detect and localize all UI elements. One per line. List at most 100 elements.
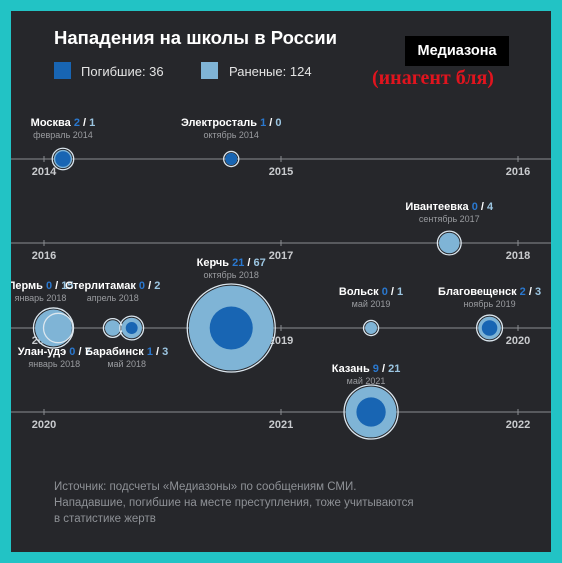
legend-injured-swatch	[201, 62, 218, 79]
event-bubble-ring	[119, 315, 145, 341]
event-label: Ивантеевка 0 / 4	[405, 201, 494, 213]
year-tick-label: 2019	[269, 335, 293, 347]
event-date: февраль 2014	[33, 130, 93, 140]
killed-bubble	[481, 320, 498, 336]
event-injured: 7	[85, 346, 91, 358]
year-tick-label: 2014	[32, 166, 57, 178]
legend-killed-swatch	[54, 62, 71, 79]
event-label: Вольск 0 / 1	[339, 286, 403, 298]
infographic-frame: Нападения на школы в России Медиазона (и…	[11, 11, 551, 552]
event-city: Пермь	[11, 280, 46, 292]
event-label: Электросталь 1 / 0	[181, 117, 282, 129]
legend-injured-label: Раненые: 124	[229, 64, 312, 79]
event-bubble-ring	[223, 150, 240, 168]
killed-bubble	[225, 153, 238, 165]
year-tick-label: 2016	[506, 166, 530, 178]
event-city: Улан-удэ	[18, 346, 70, 358]
event-separator: /	[153, 346, 162, 358]
year-tick-label: 2020	[506, 335, 530, 347]
event-date: апрель 2018	[87, 293, 139, 303]
event-bubble-ring	[42, 312, 74, 344]
event-city: Благовещенск	[438, 286, 520, 298]
event-label: Москва 2 / 1	[31, 117, 96, 129]
event-separator: /	[526, 286, 535, 298]
event-city: Казань	[332, 363, 373, 375]
event-injured: 0	[275, 117, 281, 129]
brand-logo: Медиазона	[405, 36, 509, 66]
year-tick-label: 2022	[506, 419, 530, 431]
timeline-chart: 2014201520162016201720182018201920202020…	[11, 117, 551, 440]
year-tick-label: 2015	[269, 166, 293, 178]
footnote-line: в статистике жертв	[54, 513, 156, 525]
year-tick-label: 2020	[32, 419, 56, 431]
footnote: Источник: подсчеты «Медиазоны» по сообще…	[54, 479, 414, 527]
event-injured: 4	[487, 201, 494, 213]
killed-bubble	[55, 151, 71, 167]
killed-bubble	[356, 397, 386, 427]
event-separator: /	[145, 280, 154, 292]
event-city: Вольск	[339, 286, 382, 298]
stamp-annotation: (инагент бля)	[372, 67, 494, 89]
event-date: май 2021	[347, 376, 386, 386]
event-separator: /	[478, 201, 487, 213]
event-separator: /	[266, 117, 275, 129]
event-bubble-ring	[362, 319, 380, 337]
event-bubble-ring	[186, 283, 276, 373]
event-bubble-ring	[51, 147, 75, 171]
injured-bubble	[104, 320, 121, 336]
event-killed: 0	[382, 286, 388, 298]
event-date: октябрь 2014	[204, 130, 259, 140]
event-date: ноябрь 2019	[463, 299, 515, 309]
event-killed: 0	[46, 280, 52, 292]
chart-title: Нападения на школы в России	[54, 27, 337, 48]
event-label: Керчь 21 / 67	[197, 257, 266, 269]
injured-bubble	[365, 322, 378, 334]
killed-bubble	[125, 322, 138, 334]
event-killed: 0	[472, 201, 478, 213]
legend-killed-label: Погибшие: 36	[81, 64, 164, 79]
event-injured: 15	[61, 280, 73, 292]
killed-bubble	[209, 306, 253, 350]
injured-bubble	[438, 232, 460, 254]
footnote-line: Источник: подсчеты «Медиазоны» по сообще…	[54, 481, 357, 493]
event-separator: /	[75, 346, 84, 358]
event-separator: /	[80, 117, 89, 129]
event-date: май 2018	[107, 359, 146, 369]
event-date: январь 2018	[15, 293, 67, 303]
event-label: Барабинск 1 / 3	[85, 346, 168, 358]
event-injured: 21	[388, 363, 400, 375]
event-injured: 67	[254, 257, 266, 269]
event-date: январь 2018	[28, 359, 80, 369]
event-separator: /	[244, 257, 253, 269]
event-label: Благовещенск 2 / 3	[438, 286, 541, 298]
event-date: сентябрь 2017	[419, 214, 480, 224]
event-separator: /	[388, 286, 397, 298]
year-tick-label: 2018	[506, 250, 530, 262]
event-label: Улан-удэ 0 / 7	[18, 346, 91, 358]
event-separator: /	[52, 280, 61, 292]
event-date: октябрь 2018	[204, 270, 259, 280]
event-label: Казань 9 / 21	[332, 363, 401, 375]
event-bubble-ring	[343, 384, 399, 440]
event-injured: 3	[162, 346, 168, 358]
event-injured: 2	[154, 280, 160, 292]
event-killed: 21	[232, 257, 244, 269]
event-label: Пермь 0 / 15	[11, 280, 74, 292]
injured-bubble	[45, 314, 72, 342]
event-city: Электросталь	[181, 117, 260, 129]
event-killed: 9	[373, 363, 379, 375]
event-killed: 1	[260, 117, 266, 129]
event-city: Ивантеевка	[405, 201, 471, 213]
event-killed: 1	[147, 346, 153, 358]
footnote-line: Нападавшие, погибшие на месте преступлен…	[54, 497, 414, 509]
event-city: Барабинск	[85, 346, 147, 358]
event-injured: 1	[89, 117, 95, 129]
event-bubble-ring	[475, 314, 504, 342]
year-tick-label: 2021	[269, 419, 293, 431]
event-city: Керчь	[197, 257, 232, 269]
event-killed: 0	[69, 346, 75, 358]
event-killed: 2	[520, 286, 526, 298]
event-killed: 0	[139, 280, 145, 292]
event-separator: /	[379, 363, 388, 375]
event-city: Москва	[31, 117, 74, 129]
